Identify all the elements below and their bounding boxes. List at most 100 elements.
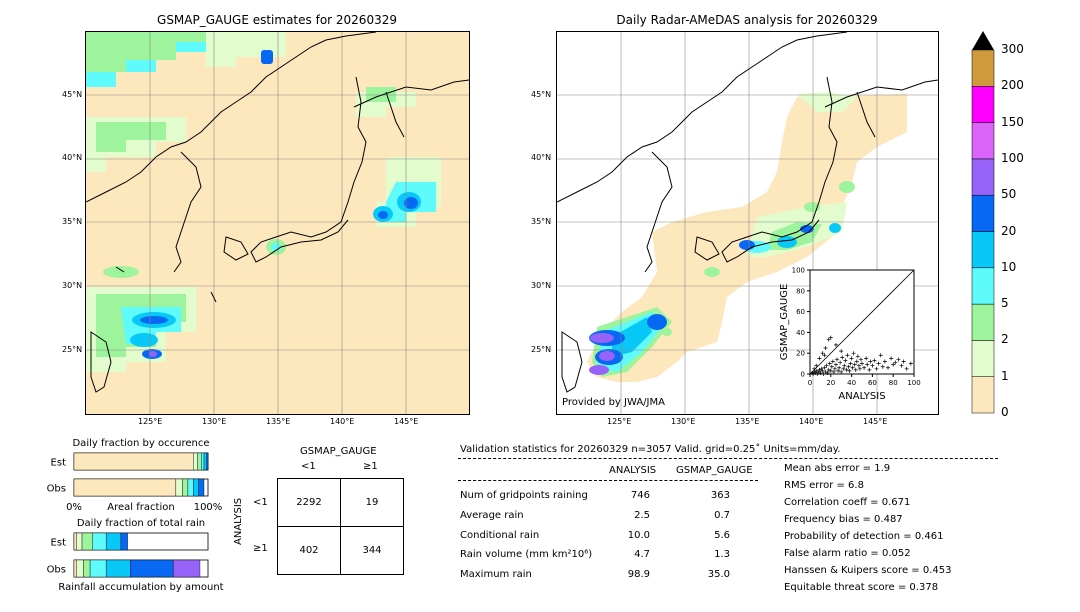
- fraction-segment: [83, 559, 91, 578]
- scatter-point: [821, 372, 826, 376]
- colorbar-segment: [971, 122, 995, 160]
- left-lat-label: 40°N: [62, 153, 83, 162]
- fraction-x-tick-label: 0%: [66, 502, 82, 513]
- right-lon-label: 130°E: [671, 417, 696, 426]
- scatter-y-tick-label: 60: [796, 308, 805, 316]
- scatter-point: [826, 367, 831, 372]
- fraction-segment: [120, 532, 128, 551]
- scatter-x-tick-label: 80: [889, 379, 898, 387]
- right-lat-label: 45°N: [531, 90, 552, 99]
- stats-row-label: Rain volume (mm km²10⁶): [460, 549, 593, 560]
- left-map-gridlines: [86, 32, 469, 414]
- scatter-x-tick-label: 0: [808, 379, 812, 387]
- score-line: RMS error = 6.8: [784, 480, 864, 491]
- left-map: [85, 31, 470, 415]
- right-lon-label: 125°E: [607, 417, 632, 426]
- scatter-point: [853, 367, 858, 372]
- fraction-category-label: Est: [51, 538, 67, 549]
- fraction-segment: [206, 452, 209, 471]
- stats-row-label: Num of gridpoints raining: [460, 490, 588, 501]
- right-lat-label: 25°N: [531, 345, 552, 354]
- scatter-point: [823, 346, 828, 350]
- scatter-point: [816, 369, 821, 374]
- fraction-chart-title: Daily fraction by occurence: [72, 438, 209, 449]
- scatter-point: [839, 349, 844, 354]
- fraction-x-label: Rainfall accumulation by amount: [58, 582, 223, 593]
- scatter-point: [829, 364, 834, 369]
- scatter-point: [850, 365, 855, 370]
- left-lat-label: 25°N: [62, 345, 83, 354]
- fraction-segment: [89, 559, 107, 578]
- fraction-segment: [198, 478, 205, 497]
- scatter-point: [862, 365, 867, 370]
- scatter-point: [822, 353, 827, 358]
- scatter-point: [839, 369, 844, 374]
- scatter-point: [852, 362, 857, 367]
- colorbar-segment: [971, 86, 995, 123]
- scatter-point: [860, 361, 864, 366]
- fraction-segment: [187, 478, 194, 497]
- colorbar-segment: [971, 231, 995, 269]
- scatter-point: [836, 368, 841, 373]
- stats-subdivider: [458, 480, 758, 481]
- fraction-segment: [73, 452, 194, 471]
- scatter-point: [882, 359, 887, 364]
- scatter-point: [848, 361, 853, 366]
- fraction-segment: [76, 559, 84, 578]
- contingency-row-header: ANALYSIS: [233, 497, 244, 545]
- scatter-point: [886, 365, 890, 370]
- scatter-point: [814, 368, 819, 373]
- fraction-category-label: Obs: [47, 565, 66, 576]
- right-rain-patches: [587, 92, 907, 382]
- colorbar: [971, 31, 995, 414]
- colorbar-segment: [971, 340, 995, 377]
- scatter-point: [845, 353, 850, 358]
- fraction-segment: [105, 559, 131, 578]
- scatter-point: [811, 372, 816, 376]
- scatter-diagonal: [809, 269, 915, 375]
- scatter-point: [817, 356, 822, 361]
- stats-row-analysis: 10.0: [627, 530, 650, 541]
- colorbar-label: 1: [1001, 368, 1009, 383]
- left-map-title: GSMAP_GAUGE estimates for 20260329: [157, 13, 397, 27]
- scatter-x-label: ANALYSIS: [838, 391, 885, 402]
- scatter-y-tick-label: 40: [796, 329, 805, 337]
- contingency-row-label: <1: [253, 497, 268, 508]
- stats-row-gsmap: 0.7: [714, 510, 730, 521]
- contingency-col-label: ≥1: [363, 461, 378, 472]
- stats-row-analysis: 4.7: [634, 549, 650, 560]
- colorbar-segment: [971, 303, 995, 341]
- stats-row-label: Average rain: [460, 510, 524, 521]
- scatter-point: [838, 360, 843, 365]
- scatter-point: [904, 366, 909, 371]
- stats-row-analysis: 98.9: [627, 569, 650, 580]
- scatter-point: [828, 368, 833, 373]
- scatter-y-tick-label: 100: [792, 267, 805, 275]
- scatter-y-tick-label: 0: [801, 371, 805, 379]
- contingency-cell: 402: [277, 526, 341, 575]
- scatter-point: [846, 364, 851, 369]
- scatter-point: [823, 369, 828, 374]
- right-lon-label: 140°E: [799, 417, 824, 426]
- scatter-point: [840, 355, 845, 360]
- left-lon-label: 145°E: [394, 417, 419, 426]
- score-line: False alarm ratio = 0.052: [784, 548, 911, 559]
- fraction-segment: [81, 532, 93, 551]
- stats-header: Validation statistics for 20260329 n=305…: [460, 444, 841, 455]
- scatter-point: [865, 362, 870, 367]
- scatter-point: [876, 361, 881, 366]
- stats-row-gsmap: 5.6: [714, 530, 730, 541]
- scatter-point: [834, 342, 838, 347]
- left-rain-patches: [86, 32, 441, 372]
- stats-row-gsmap: 363: [710, 490, 730, 501]
- stats-row-label: Maximum rain: [460, 569, 532, 580]
- scatter-point: [822, 365, 827, 370]
- fraction-segment: [175, 478, 183, 497]
- right-lat-label: 40°N: [531, 153, 552, 162]
- rain-fraction-chart: Daily fraction of total rain Est Obs Rainfa…: [47, 518, 224, 593]
- fraction-segment: [92, 532, 107, 551]
- scatter-point: [834, 362, 838, 367]
- scatter-plot: 0 20 40 60 80 100 0 20 40 60 80 100 ANALYSIS GSMAP_GA…: [779, 267, 921, 403]
- score-line: Mean abs error = 1.9: [784, 463, 891, 474]
